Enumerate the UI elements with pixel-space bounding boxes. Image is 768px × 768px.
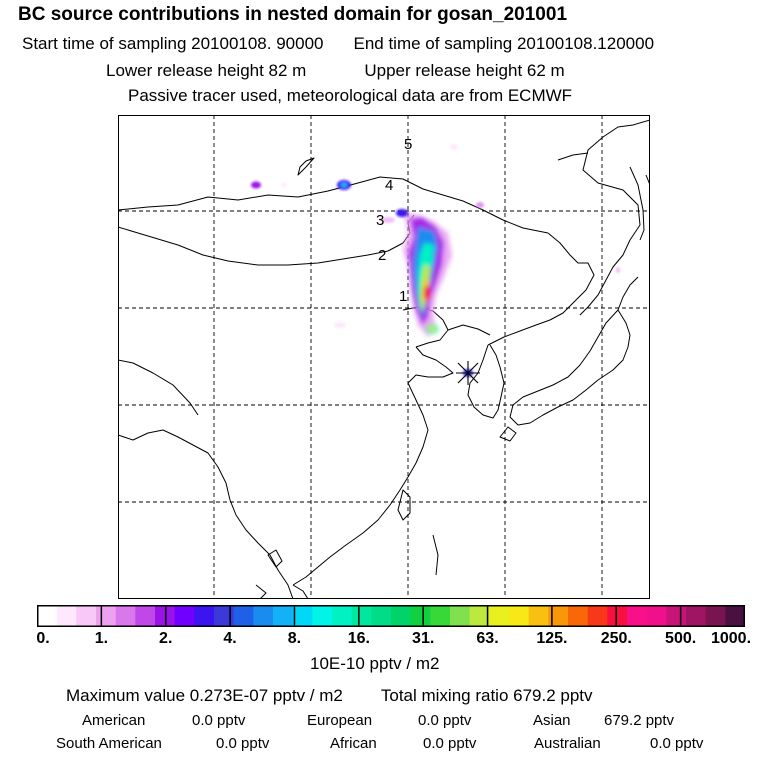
region-value-african: 0.0 pptv (423, 735, 477, 752)
color-scale-tick-label: 31. (412, 630, 435, 647)
color-scale-tick-label: 8. (287, 630, 302, 647)
color-scale-tick-label: 125. (536, 630, 568, 647)
color-swatch (725, 605, 745, 627)
page-title: BC source contributions in nested domain… (18, 4, 568, 25)
color-swatch (469, 605, 490, 627)
summary-line: Maximum value 0.273E-07 pptv / m2 Total m… (66, 686, 593, 706)
region-name-south-american: South American (56, 735, 162, 752)
color-swatch (174, 605, 195, 627)
color-swatch (568, 605, 589, 627)
footprint-map: 1 2 3 4 5 (118, 115, 650, 599)
color-scale-tick-label: 2. (159, 630, 173, 647)
color-swatch (686, 605, 707, 627)
color-scale-tick-label: 1. (94, 630, 109, 647)
region-value-south-american: 0.0 pptv (216, 735, 270, 752)
color-scale-tick-label: 500. (665, 630, 697, 647)
region-name-asian: Asian (533, 712, 571, 729)
color-swatch (253, 605, 274, 627)
trajectory-label-2: 2 (378, 247, 386, 264)
color-swatch (371, 605, 392, 627)
region-value-european: 0.0 pptv (418, 712, 472, 729)
color-swatch (96, 605, 117, 627)
color-scale-unit: 10E-10 pptv / m2 (310, 654, 440, 673)
color-swatch (76, 605, 97, 627)
color-swatch (115, 605, 136, 627)
end-time-label: End time of sampling 20100108.120000 (353, 34, 655, 53)
upper-release-label: Upper release height 62 m (364, 61, 565, 80)
trajectory-label-4: 4 (385, 177, 393, 194)
color-swatch (489, 605, 510, 627)
color-swatch (430, 605, 451, 627)
trajectory-label-1: 1 (399, 288, 407, 305)
color-swatch (233, 605, 254, 627)
color-scale-bar (37, 605, 745, 627)
color-swatch (705, 605, 726, 627)
region-name-african: African (330, 735, 377, 752)
color-swatch (391, 605, 412, 627)
trajectory-label-5: 5 (404, 136, 412, 153)
color-scale-frame (37, 605, 745, 627)
color-swatch (509, 605, 530, 627)
color-swatch (607, 605, 628, 627)
color-swatch (627, 605, 648, 627)
color-swatch (548, 605, 569, 627)
color-scale-tick-label: 4. (223, 630, 237, 647)
trajectory-label-3: 3 (376, 212, 384, 229)
color-swatch (37, 605, 58, 627)
sampling-times: Start time of sampling 20100108. 90000 En… (22, 34, 654, 54)
concentration-plume (251, 144, 620, 377)
color-scale-tick-label: 63. (476, 630, 499, 647)
color-swatch (646, 605, 667, 627)
color-swatch (135, 605, 156, 627)
region-name-australian: Australian (534, 735, 601, 752)
region-name-european: European (307, 712, 373, 729)
lat-lon-grid (118, 115, 650, 599)
color-swatch (410, 605, 431, 627)
region-value-american: 0.0 pptv (192, 712, 246, 729)
start-time-label: Start time of sampling 20100108. 90000 (22, 34, 324, 53)
region-value-asian: 679.2 pptv (604, 712, 675, 729)
color-scale-tick-label: 16. (347, 630, 370, 647)
color-scale-tick-label: 250. (600, 630, 632, 647)
color-swatch (312, 605, 333, 627)
release-heights: Lower release height 82 m Upper release h… (106, 61, 565, 81)
color-swatch (56, 605, 77, 627)
color-scale-tick-label: 1000. (710, 630, 752, 647)
color-swatch (292, 605, 313, 627)
color-swatch (214, 605, 235, 627)
map-frame (118, 115, 650, 599)
color-swatch (351, 605, 372, 627)
color-swatch (528, 605, 549, 627)
color-swatch (587, 605, 608, 627)
color-scale-tick-label: 0. (36, 630, 50, 647)
region-name-american: American (82, 712, 146, 729)
coastlines (118, 119, 650, 599)
color-swatch (666, 605, 687, 627)
color-swatch (450, 605, 471, 627)
color-swatch (332, 605, 353, 627)
tracer-info: Passive tracer used, meteorological data… (128, 86, 573, 105)
total-mixing-ratio: Total mixing ratio 679.2 pptv (380, 686, 593, 705)
lower-release-label: Lower release height 82 m (106, 61, 307, 80)
region-value-australian: 0.0 pptv (650, 735, 704, 752)
star-icon (456, 361, 480, 385)
color-swatch (194, 605, 215, 627)
color-swatch (273, 605, 294, 627)
maximum-value: Maximum value 0.273E-07 pptv / m2 (66, 686, 343, 705)
